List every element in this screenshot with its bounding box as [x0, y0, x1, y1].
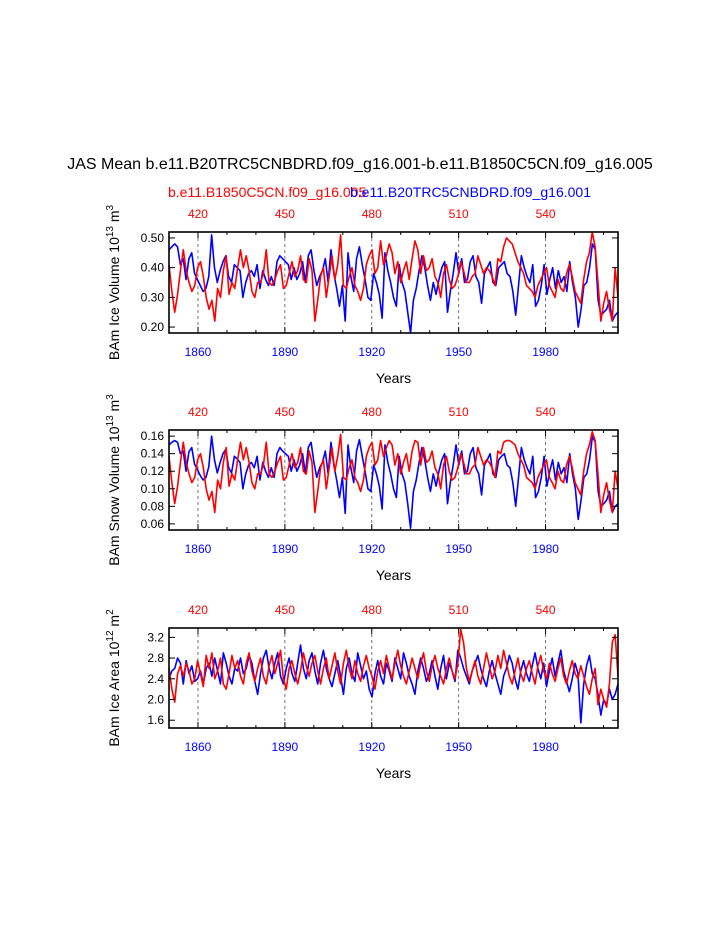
y-axis-title: BAm Ice Volume 1013 m3 [105, 204, 122, 360]
chart-panel-3: 1860 420 1890 450 1920 480 1950 510 1980 540 1.6 2.… [105, 603, 619, 781]
x-top-tick-label: 420 [188, 603, 208, 617]
x-axis-title: Years [376, 765, 411, 781]
x-tick-label: 1890 [272, 740, 299, 754]
x-tick-label: 1980 [532, 542, 559, 556]
x-tick-label: 1980 [532, 345, 559, 359]
series-line-red [168, 231, 619, 322]
y-tick-label: 0.12 [141, 464, 165, 478]
x-tick-label: 1890 [272, 542, 299, 556]
x-tick-label: 1950 [445, 542, 472, 556]
series-line-blue [168, 234, 619, 334]
y-tick-label: 2.0 [147, 693, 164, 707]
x-tick-label: 1860 [185, 542, 212, 556]
series-line-blue [168, 435, 619, 530]
y-tick-label: 2.8 [147, 651, 164, 665]
x-top-tick-label: 540 [536, 207, 556, 221]
y-tick-label: 0.50 [141, 231, 165, 245]
x-top-tick-label: 450 [275, 603, 295, 617]
chart-panel-2: 1860 420 1890 450 1920 480 1950 510 1980 540 0.06 0… [105, 394, 619, 583]
x-top-tick-label: 450 [275, 405, 295, 419]
x-tick-label: 1860 [185, 740, 212, 754]
legend-red-label: b.e11.B1850C5CN.f09_g16.005 [168, 184, 366, 200]
y-tick-label: 1.6 [147, 713, 164, 727]
x-top-tick-label: 510 [449, 405, 469, 419]
x-tick-label: 1920 [358, 740, 385, 754]
plot-frame [168, 627, 619, 729]
x-tick-label: 1860 [185, 345, 212, 359]
figure-title: JAS Mean b.e11.B20TRC5CNBDRD.f09_g16.001… [67, 156, 653, 173]
y-tick-label: 0.06 [141, 517, 165, 531]
x-tick-label: 1950 [445, 740, 472, 754]
series-line-blue [168, 644, 619, 724]
y-tick-label: 0.30 [141, 290, 165, 304]
x-top-tick-label: 450 [275, 207, 295, 221]
legend-blue-label: b.e11.B20TRC5CNBDRD.f09_g16.001 [350, 184, 591, 200]
plot-frame [168, 429, 619, 531]
y-tick-label: 0.40 [141, 261, 165, 275]
y-tick-label: 0.08 [141, 499, 165, 513]
x-top-tick-label: 540 [536, 405, 556, 419]
y-tick-label: 0.14 [141, 447, 165, 461]
y-tick-label: 3.2 [147, 630, 164, 644]
x-top-tick-label: 480 [362, 207, 382, 221]
series-line-red [168, 430, 619, 514]
x-axis-title: Years [376, 370, 411, 386]
x-top-tick-label: 510 [449, 603, 469, 617]
x-tick-label: 1920 [358, 542, 385, 556]
plot-frame [168, 231, 619, 334]
x-tick-label: 1890 [272, 345, 299, 359]
x-axis-title: Years [376, 567, 411, 583]
chart-panel-1: 1860 420 1890 450 1920 480 1950 510 1980 540 0.20 0… [105, 204, 619, 386]
x-top-tick-label: 540 [536, 603, 556, 617]
y-tick-label: 0.10 [141, 482, 165, 496]
y-axis-title: BAm Snow Volume 1013 m3 [105, 394, 122, 566]
series-line-red [168, 628, 619, 709]
x-top-tick-label: 510 [449, 207, 469, 221]
x-top-tick-label: 420 [188, 405, 208, 419]
y-tick-label: 0.16 [141, 429, 165, 443]
x-tick-label: 1950 [445, 345, 472, 359]
x-tick-label: 1980 [532, 740, 559, 754]
y-axis-title: BAm Ice Area 1012 m2 [105, 609, 122, 747]
x-top-tick-label: 480 [362, 603, 382, 617]
y-tick-label: 0.20 [141, 320, 165, 334]
x-top-tick-label: 420 [188, 207, 208, 221]
x-tick-label: 1920 [358, 345, 385, 359]
x-top-tick-label: 480 [362, 405, 382, 419]
y-tick-label: 2.4 [147, 672, 164, 686]
